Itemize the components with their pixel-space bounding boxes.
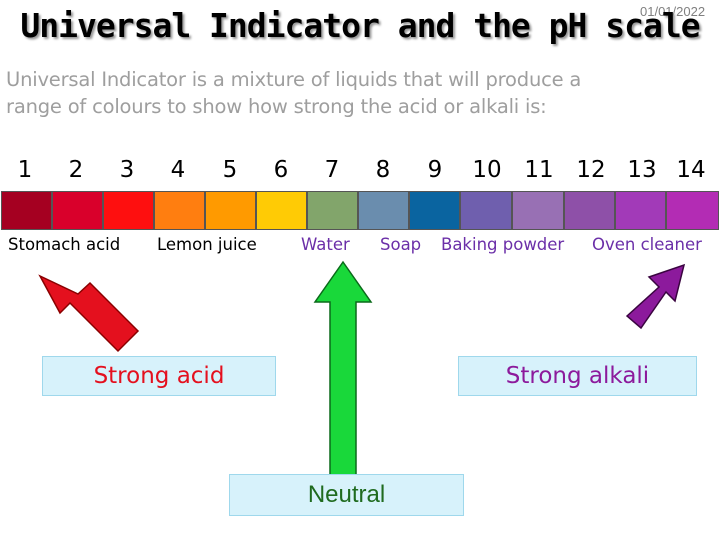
label-stomach-acid: Stomach acid (8, 235, 121, 254)
ph-number-11: 11 (524, 157, 554, 183)
ph-color-7 (307, 191, 358, 230)
alkali-arrow (625, 263, 686, 330)
ph-color-6 (256, 191, 307, 230)
strong-acid-text: Strong acid (93, 363, 225, 389)
ph-number-2: 2 (68, 157, 84, 183)
ph-color-9 (409, 191, 460, 230)
ph-number-10: 10 (472, 157, 502, 183)
ph-number-8: 8 (375, 157, 391, 183)
strong-alkali-box: Strong alkali (458, 356, 697, 396)
ph-color-11 (512, 191, 564, 230)
ph-number-3: 3 (119, 157, 135, 183)
ph-number-9: 9 (427, 157, 443, 183)
label-baking-powder: Baking powder (441, 235, 565, 254)
label-water: Water (301, 235, 350, 254)
strong-alkali-text: Strong alkali (505, 363, 650, 389)
intro-line-1: Universal Indicator is a mixture of liqu… (6, 68, 582, 91)
ph-number-12: 12 (576, 157, 606, 183)
acid-arrow-shape (38, 274, 140, 353)
neutral-arrow-shape (313, 260, 373, 476)
ph-color-5 (205, 191, 256, 230)
label-soap: Soap (380, 235, 422, 254)
neutral-arrow (313, 260, 373, 476)
ph-color-4 (154, 191, 205, 230)
intro-text: Universal Indicator is a mixture of liqu… (6, 66, 718, 120)
ph-number-5: 5 (222, 157, 238, 183)
neutral-text: Neutral (307, 481, 386, 508)
label-lemon-juice: Lemon juice (157, 235, 257, 254)
strong-acid-box: Strong acid (42, 356, 276, 396)
ph-color-12 (564, 191, 615, 230)
neutral-box: Neutral (229, 474, 464, 516)
acid-arrow (38, 274, 140, 353)
ph-number-14: 14 (676, 157, 706, 183)
ph-number-4: 4 (170, 157, 186, 183)
ph-color-3 (103, 191, 154, 230)
ph-number-1: 1 (17, 157, 33, 183)
alkali-arrow-shape (625, 263, 686, 330)
ph-color-13 (615, 191, 666, 230)
ph-color-2 (52, 191, 103, 230)
ph-color-8 (358, 191, 409, 230)
ph-color-14 (666, 191, 719, 230)
ph-color-10 (460, 191, 512, 230)
label-oven-cleaner: Oven cleaner (592, 235, 702, 254)
ph-number-7: 7 (324, 157, 340, 183)
ph-number-13: 13 (627, 157, 657, 183)
intro-line-2: range of colours to show how strong the … (6, 95, 547, 118)
ph-number-6: 6 (273, 157, 289, 183)
ph-color-1 (1, 191, 52, 230)
slide-title: Universal Indicator and the pH scale (20, 6, 700, 45)
slide-date: 01/01/2022 (640, 4, 706, 19)
